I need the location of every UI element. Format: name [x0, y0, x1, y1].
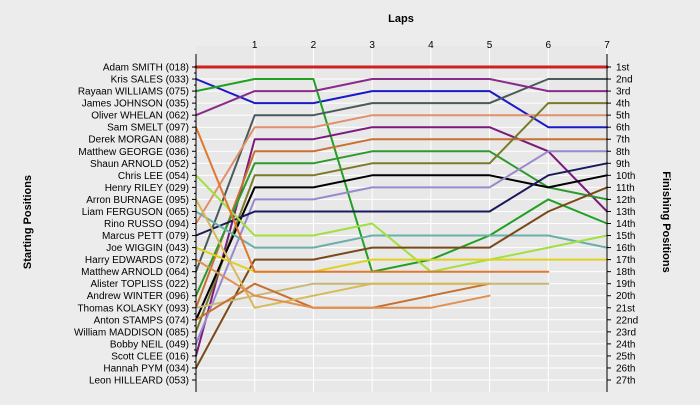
driver-label: Henry RILEY (029): [105, 183, 189, 194]
finish-position-label: 6th: [616, 123, 630, 134]
finish-position-label: 3rd: [616, 87, 630, 98]
driver-line-22: [195, 258, 491, 309]
driver-line-18: [195, 126, 550, 273]
axes: [192, 54, 611, 392]
finish-position-label: 14th: [616, 219, 635, 230]
driver-label: Rayaan WILLIAMS (075): [78, 87, 189, 98]
driver-label: Rino RUSSO (094): [104, 219, 189, 230]
finish-position-label: 7th: [616, 135, 630, 146]
driver-line-4: [195, 78, 608, 273]
driver-label: Alister TOPLISS (022): [90, 279, 189, 290]
finish-position-label: 27th: [616, 376, 635, 387]
driver-label: Joe WIGGIN (043): [106, 243, 189, 254]
finish-position-label: 4th: [616, 99, 630, 110]
finish-position-label: 20th: [616, 291, 635, 302]
finish-position-label: 15th: [616, 231, 635, 242]
driver-line-11: [195, 174, 608, 321]
finish-position-label: 26th: [616, 363, 635, 374]
driver-label: Hannah PYM (034): [103, 363, 189, 374]
driver-line-8: [195, 138, 608, 309]
x-tick-label: 1: [252, 40, 258, 51]
driver-label: Matthew GEORGE (036): [78, 147, 189, 158]
finish-position-label: 18th: [616, 267, 635, 278]
finish-position-label: 25th: [616, 351, 635, 362]
finish-position-label: 2nd: [616, 75, 633, 86]
driver-line-6: [195, 114, 608, 225]
driver-label: Shaun ARNOLD (052): [90, 159, 189, 170]
finish-position-label: 22nd: [616, 315, 638, 326]
driver-label: Andrew WINTER (096): [87, 291, 189, 302]
driver-line-10: [195, 102, 608, 333]
finish-position-label: 5th: [616, 111, 630, 122]
x-tick-label: 7: [604, 40, 610, 51]
driver-label: Scott CLEE (016): [111, 351, 189, 362]
driver-line-13: [195, 162, 608, 237]
driver-line-2: [195, 78, 608, 129]
driver-label: Anton STAMPS (074): [94, 315, 189, 326]
driver-line-12: [195, 150, 608, 345]
driver-label: Harry EDWARDS (072): [85, 255, 189, 266]
finish-position-label: 10th: [616, 171, 635, 182]
finish-position-label: 8th: [616, 147, 630, 158]
driver-label: James JOHNSON (035): [82, 99, 189, 110]
driver-label: Derek MORGAN (088): [88, 135, 189, 146]
driver-label: Kris SALES (033): [111, 75, 189, 86]
chart-title: Laps: [388, 13, 414, 25]
x-tick-label: 5: [487, 40, 493, 51]
driver-label: Oliver WHELAN (062): [91, 111, 189, 122]
driver-label: Arron BURNAGE (095): [86, 195, 189, 206]
plot-area: [196, 46, 607, 392]
driver-label: Leon HILLEARD (053): [89, 376, 189, 387]
y-axis-title-right: Finishing Positions: [660, 171, 672, 272]
finish-position-label: 9th: [616, 159, 630, 170]
finish-position-label: 24th: [616, 339, 635, 350]
finish-position-label: 19th: [616, 279, 635, 290]
finish-position-label: 12th: [616, 195, 635, 206]
driver-label: Adam SMITH (018): [103, 63, 189, 74]
x-tick-label: 3: [369, 40, 375, 51]
finish-position-label: 23rd: [616, 327, 636, 338]
driver-line-7: [195, 126, 608, 357]
driver-line-5: [195, 78, 608, 117]
driver-label: Sam SMELT (097): [107, 123, 189, 134]
finish-position-label: 17th: [616, 255, 635, 266]
driver-label: William MADDISON (085): [74, 327, 189, 338]
driver-label: Chris LEE (054): [118, 171, 189, 182]
y-axis-title-left: Starting Positions: [22, 175, 34, 269]
series-lines: [194, 65, 609, 369]
driver-label: Thomas KOLASKY (093): [77, 303, 189, 314]
driver-line-3: [195, 78, 608, 273]
driver-label: Matthew ARNOLD (064): [81, 267, 189, 278]
driver-line-16: [195, 186, 608, 369]
x-tick-label: 2: [311, 40, 317, 51]
driver-label: Bobby NEIL (049): [110, 339, 189, 350]
finish-position-label: 1st: [616, 63, 630, 74]
driver-label: Marcus PETT (079): [102, 231, 189, 242]
x-tick-label: 4: [428, 40, 434, 51]
driver-line-14: [195, 210, 608, 249]
finish-position-label: 21st: [616, 303, 635, 314]
finish-position-label: 16th: [616, 243, 635, 254]
finish-position-label: 11th: [616, 183, 635, 194]
driver-label: Liam FERGUSON (065): [82, 207, 189, 218]
x-tick-label: 6: [546, 40, 552, 51]
finish-position-label: 13th: [616, 207, 635, 218]
